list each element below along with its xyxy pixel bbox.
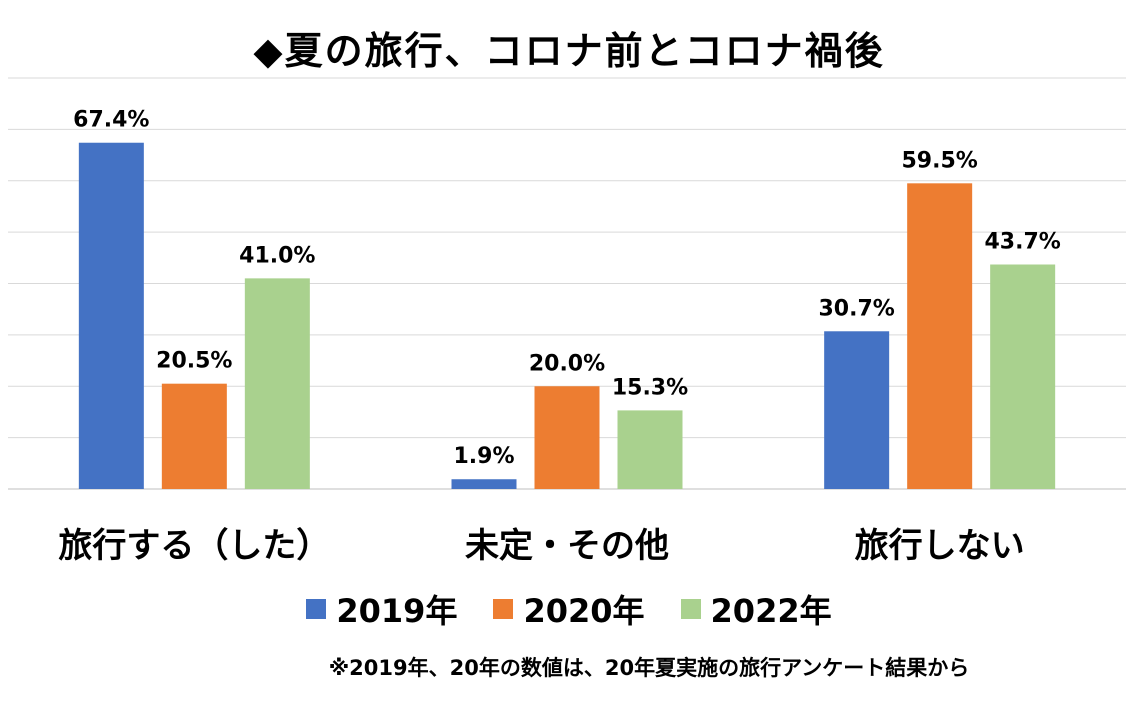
- bar-2-3: [617, 410, 683, 489]
- legend-item-2: 2020年: [493, 586, 645, 632]
- legend-item-1: 2019年: [306, 586, 457, 632]
- legend-swatch: [493, 599, 514, 619]
- bar-2-2: [534, 386, 600, 489]
- bar-1-3: [244, 278, 310, 489]
- data-label-1-2: 20.5%: [156, 349, 232, 374]
- legend-swatch: [306, 599, 327, 619]
- footnote: ※2019年、20年の数値は、20年夏実施の旅行アンケート結果から: [328, 656, 970, 680]
- category-label-3: 旅行しない: [855, 526, 1025, 566]
- data-label-3-1: 30.7%: [819, 296, 895, 321]
- bar-2-1: [451, 479, 517, 489]
- data-label-2-3: 15.3%: [612, 375, 688, 400]
- category-label-2: 未定・その他: [465, 526, 669, 566]
- data-label-1-1: 67.4%: [73, 108, 149, 133]
- data-label-1-3: 41.0%: [239, 243, 315, 268]
- bar-1-2: [161, 383, 227, 489]
- data-label-2-2: 20.0%: [529, 351, 605, 376]
- legend: 2019年 2020年 2022年: [0, 586, 1138, 632]
- data-label-2-1: 1.9%: [453, 444, 514, 469]
- bar-1-1: [78, 142, 144, 490]
- data-label-3-3: 43.7%: [985, 229, 1061, 254]
- bar-chart: 67.4% 20.5% 41.0% 旅行する（した） 1.9% 20.0% 15.3% 未定・…: [8, 77, 1126, 566]
- category-label-1: 旅行する（した）: [58, 526, 330, 566]
- data-label-3-2: 59.5%: [902, 148, 978, 173]
- legend-swatch: [680, 599, 701, 619]
- legend-label: 2022年: [710, 592, 832, 630]
- bar-3-2: [907, 183, 973, 489]
- chart-title: ◆夏の旅行、コロナ前とコロナ禍後: [253, 29, 885, 73]
- bar-3-3: [990, 264, 1056, 489]
- legend-label: 2020年: [523, 592, 645, 630]
- bar-3-1: [824, 331, 890, 489]
- legend-item-3: 2022年: [680, 586, 832, 632]
- legend-label: 2019年: [336, 592, 458, 630]
